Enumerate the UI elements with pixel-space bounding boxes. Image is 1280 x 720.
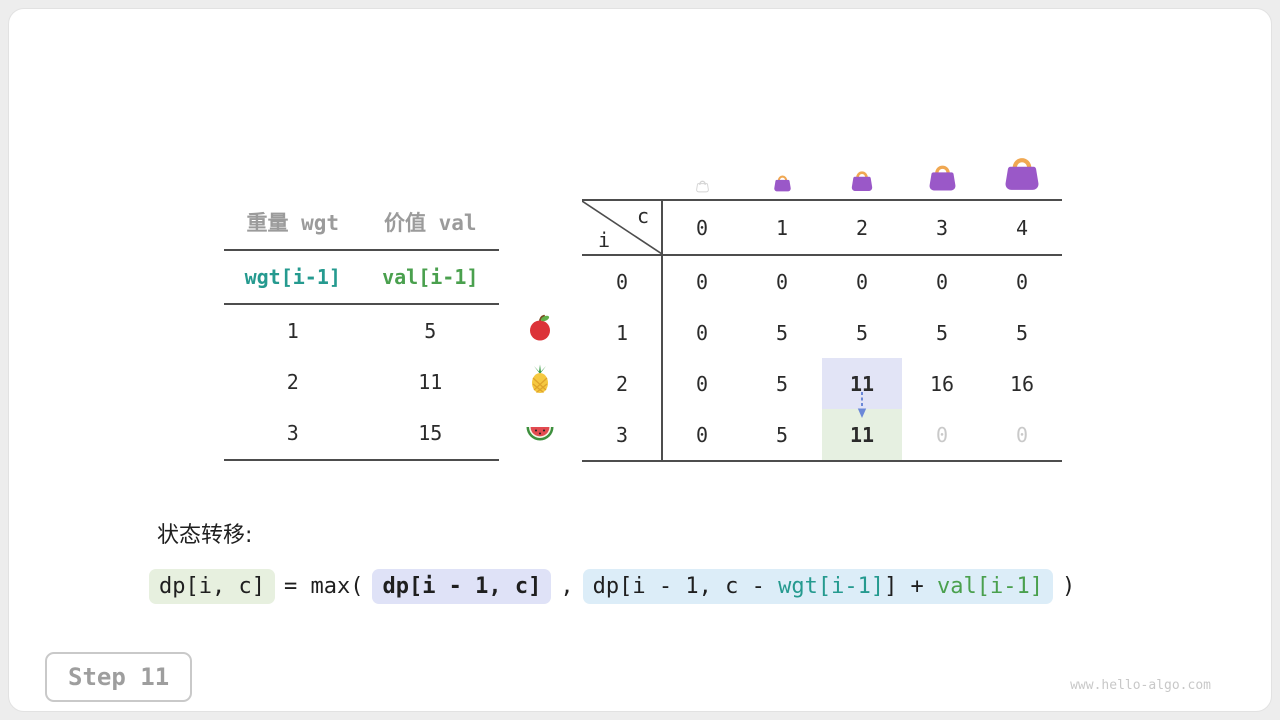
- corner-col-label: c: [636, 204, 649, 228]
- val-cell: 15: [418, 421, 443, 446]
- formula-close-paren: ): [1062, 574, 1076, 599]
- formula-arg2-wgt: wgt[i-1]: [778, 574, 885, 599]
- canvas-card: 重量 wgt 价值 val wgt[i-1] val[i-1] 1 5 2 11…: [8, 8, 1272, 712]
- dp-row-2: 2 0 5 11 16 16: [582, 358, 1062, 409]
- corner-row-label: i: [598, 228, 611, 252]
- dp-col-header: 2: [855, 215, 869, 240]
- dp-cell: 5: [775, 371, 789, 396]
- bag-icon-capacity-1: [742, 141, 822, 193]
- step-badge: Step 11: [45, 652, 193, 702]
- dp-corner-cell: c i: [582, 201, 662, 254]
- weights-table: 重量 wgt 价值 val wgt[i-1] val[i-1] 1 5 2 11…: [224, 195, 499, 461]
- dp-cell: 5: [855, 320, 869, 345]
- wgt-cell: 3: [286, 421, 299, 446]
- formula-comma: ,: [560, 574, 574, 599]
- dp-row-header: 1: [615, 320, 629, 345]
- dp-col-header: 1: [775, 215, 789, 240]
- weights-row-3: 3 15: [224, 408, 499, 459]
- dp-cell: 0: [1015, 269, 1029, 294]
- bag-icon-capacity-3: [902, 141, 982, 193]
- val-cell: 5: [424, 318, 437, 343]
- dp-cell: 0: [775, 269, 789, 294]
- transition-label: 状态转移:: [157, 523, 253, 548]
- dp-cell: 5: [775, 422, 789, 447]
- bag-icon-row: [662, 141, 1062, 193]
- val-cell: 11: [418, 369, 443, 394]
- val-var-cell: val[i-1]: [382, 265, 479, 289]
- formula-arg2: dp[i - 1, c - wgt[i-1]] + val[i-1]: [582, 569, 1054, 604]
- formula-operator: = max(: [283, 574, 364, 599]
- weights-header-val: 价值 val: [383, 211, 477, 235]
- dp-row-3: 3 0 5 11 0 0: [582, 409, 1062, 460]
- weights-row-1: 1 5: [224, 305, 499, 356]
- apple-icon: [525, 313, 555, 343]
- wgt-cell: 1: [286, 318, 299, 343]
- dp-cell: 5: [775, 320, 789, 345]
- step-label: Step 11: [68, 663, 170, 691]
- dp-table: c i 0 1 2 3 4 0 0 0 0 0 0 1 0 5 5 5 5 2: [582, 199, 1062, 462]
- dp-cell: 0: [935, 269, 949, 294]
- dp-cell: 0: [695, 320, 709, 345]
- dp-col-header: 4: [1015, 215, 1029, 240]
- dp-header-row: c i 0 1 2 3 4: [582, 201, 1062, 256]
- dp-cell: 0: [695, 269, 709, 294]
- dp-cell: 0: [1015, 422, 1029, 447]
- formula-arg1: dp[i - 1, c]: [372, 569, 552, 604]
- formula-arg2-prefix: dp[i - 1, c -: [592, 574, 779, 599]
- dp-row-header: 2: [615, 371, 629, 396]
- weights-header-wgt: 重量 wgt: [246, 211, 340, 235]
- formula-lhs: dp[i, c]: [149, 569, 275, 604]
- bag-icon-capacity-4: [982, 141, 1062, 193]
- dp-cell: 16: [929, 371, 955, 396]
- dp-cell: 0: [935, 422, 949, 447]
- dp-row-1: 1 0 5 5 5 5: [582, 307, 1062, 358]
- dp-cell: 0: [695, 422, 709, 447]
- bag-icon-capacity-2: [822, 141, 902, 193]
- formula-arg2-mid: ] +: [884, 574, 938, 599]
- weights-table-header: 重量 wgt 价值 val: [224, 195, 499, 251]
- weights-table-var-row: wgt[i-1] val[i-1]: [224, 251, 499, 305]
- dp-row-header: 0: [615, 269, 629, 294]
- dp-row-0: 0 0 0 0 0 0: [582, 256, 1062, 307]
- dp-table-vertical-divider: [661, 201, 663, 460]
- wgt-var-cell: wgt[i-1]: [244, 265, 341, 289]
- dp-col-header: 0: [695, 215, 709, 240]
- dp-cell: 5: [935, 320, 949, 345]
- transition-arrow-icon: [857, 392, 867, 418]
- dp-row-header: 3: [615, 422, 629, 447]
- watermelon-icon: [525, 415, 555, 445]
- formula-arg2-val: val[i-1]: [937, 574, 1044, 599]
- bag-icon-capacity-0: [662, 141, 742, 193]
- transition-formula: dp[i, c] = max( dp[i - 1, c] , dp[i - 1,…: [149, 569, 1075, 604]
- dp-col-header: 3: [935, 215, 949, 240]
- dp-cell: 16: [1009, 371, 1035, 396]
- watermark: www.hello-algo.com: [1070, 678, 1211, 693]
- pineapple-icon: [525, 364, 555, 394]
- weights-row-2: 2 11: [224, 356, 499, 407]
- corner-diagonal-line: [582, 201, 662, 254]
- dp-cell: 5: [1015, 320, 1029, 345]
- dp-cell: 0: [695, 371, 709, 396]
- dp-cell-target-highlight: 11: [822, 409, 902, 460]
- dp-cell: 0: [855, 269, 869, 294]
- wgt-cell: 2: [286, 369, 299, 394]
